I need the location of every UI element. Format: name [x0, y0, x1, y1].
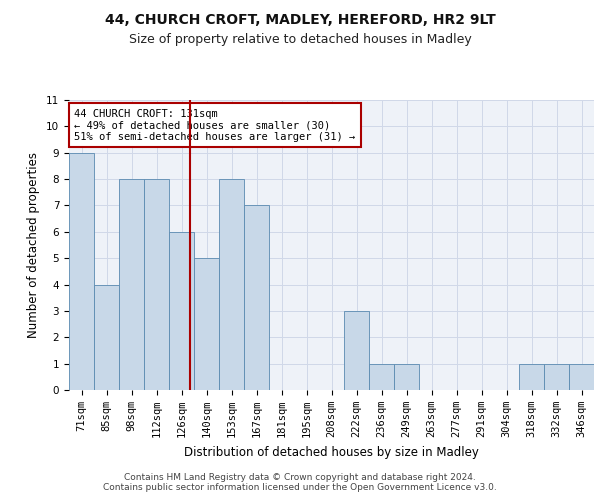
Bar [369, 364, 394, 390]
Bar [169, 232, 194, 390]
X-axis label: Distribution of detached houses by size in Madley: Distribution of detached houses by size … [184, 446, 479, 458]
Bar [219, 179, 244, 390]
Bar [69, 152, 94, 390]
Bar [519, 364, 544, 390]
Bar [244, 206, 269, 390]
Text: Contains HM Land Registry data © Crown copyright and database right 2024.
Contai: Contains HM Land Registry data © Crown c… [103, 473, 497, 492]
Bar [119, 179, 144, 390]
Bar [94, 284, 119, 390]
Bar [344, 311, 369, 390]
Text: Size of property relative to detached houses in Madley: Size of property relative to detached ho… [128, 32, 472, 46]
Bar [569, 364, 594, 390]
Bar [394, 364, 419, 390]
Bar [194, 258, 219, 390]
Text: 44 CHURCH CROFT: 131sqm
← 49% of detached houses are smaller (30)
51% of semi-de: 44 CHURCH CROFT: 131sqm ← 49% of detache… [74, 108, 355, 142]
Y-axis label: Number of detached properties: Number of detached properties [28, 152, 40, 338]
Bar [144, 179, 169, 390]
Bar [544, 364, 569, 390]
Text: 44, CHURCH CROFT, MADLEY, HEREFORD, HR2 9LT: 44, CHURCH CROFT, MADLEY, HEREFORD, HR2 … [104, 12, 496, 26]
